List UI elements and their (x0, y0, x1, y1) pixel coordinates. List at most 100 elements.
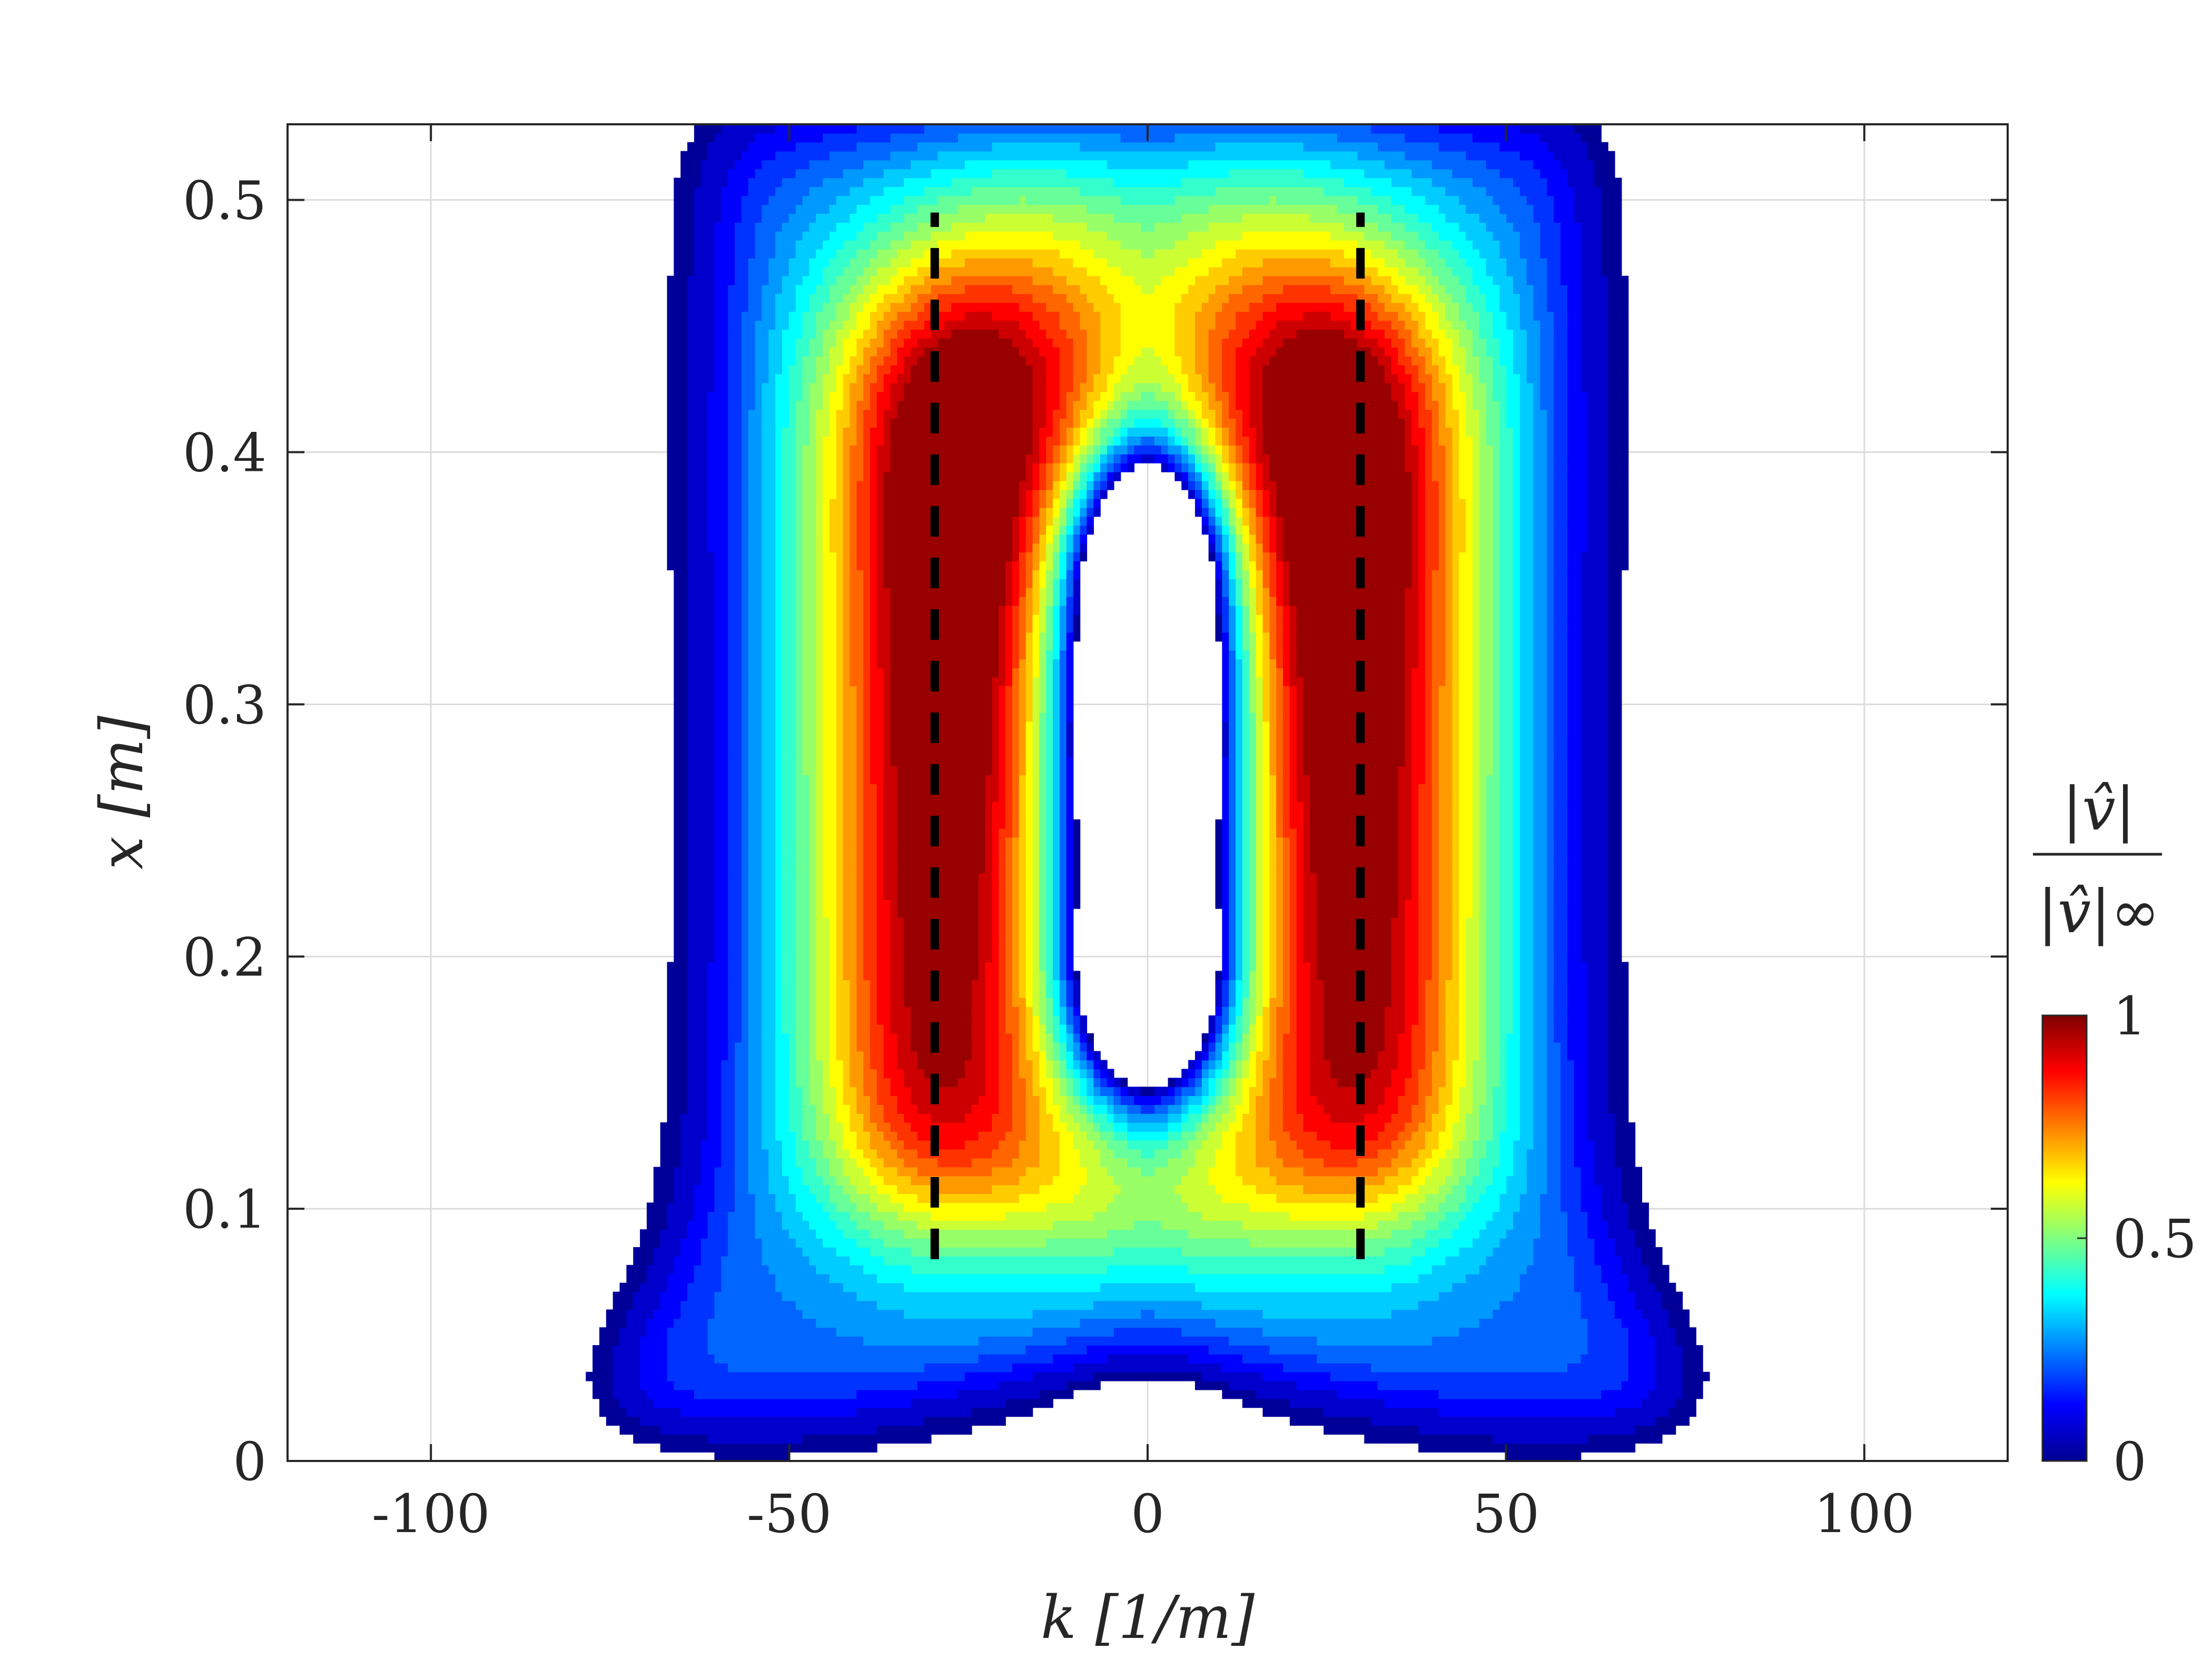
contour-band (1567, 944, 1582, 954)
contour-band (1567, 962, 1588, 972)
contour-band (1607, 784, 1622, 793)
contour-band (856, 1042, 871, 1052)
contour-band (1256, 882, 1263, 891)
contour-band (1236, 917, 1243, 927)
contour-band (1668, 1309, 1690, 1319)
contour-band (999, 1006, 1006, 1016)
contour-band (1025, 989, 1033, 998)
contour-band (1059, 650, 1067, 659)
contour-band (1459, 730, 1473, 740)
contour-band (823, 1095, 837, 1105)
contour-band (1607, 917, 1622, 927)
contour-band (748, 1176, 769, 1186)
contour-band (1479, 944, 1487, 954)
contour-band (1039, 677, 1047, 686)
contour-band (1100, 1087, 1114, 1097)
contour-band (1249, 1033, 1257, 1043)
contour-band (1519, 846, 1534, 856)
contour-band (660, 1300, 681, 1310)
contour-band (1073, 873, 1081, 882)
contour-band (863, 819, 877, 829)
contour-band (1425, 632, 1433, 642)
contour-band (714, 1309, 803, 1319)
contour-band (1621, 1265, 1649, 1275)
contour-band (1519, 685, 1534, 695)
contour-band (1317, 935, 1392, 945)
contour-band (890, 614, 1000, 624)
contour-band (1032, 1033, 1040, 1043)
contour-band (985, 1015, 1000, 1025)
contour-band (1229, 757, 1236, 767)
contour-band (1262, 1078, 1270, 1088)
contour-band (809, 1042, 817, 1052)
contour-band (992, 864, 1000, 874)
contour-band (1452, 962, 1460, 972)
contour-band (992, 694, 1000, 704)
contour-band (694, 1193, 715, 1203)
contour-band (1296, 962, 1311, 972)
contour-band (1053, 1220, 1135, 1230)
contour-band (856, 1033, 871, 1043)
contour-band (1215, 873, 1223, 882)
contour-band (1635, 1300, 1663, 1310)
contour-band (1479, 962, 1487, 972)
contour-band (1222, 1069, 1230, 1079)
contour-band (1479, 980, 1487, 990)
contour-band (823, 578, 837, 588)
contour-band (728, 1051, 735, 1061)
contour-band (870, 614, 877, 624)
contour-band (1567, 891, 1582, 900)
contour-band (1215, 1033, 1223, 1043)
contour-band (1547, 1024, 1554, 1034)
contour-band (674, 712, 688, 722)
contour-band (1472, 1060, 1487, 1070)
contour-band (809, 1060, 823, 1070)
contour-band (1019, 801, 1026, 811)
contour-band (1222, 864, 1230, 874)
contour-band (1025, 1122, 1040, 1132)
contour-band (836, 793, 844, 802)
contour-band (1242, 650, 1250, 659)
contour-band (1405, 605, 1419, 615)
contour-band (1053, 998, 1060, 1007)
contour-band (816, 757, 823, 767)
contour-band (816, 748, 823, 758)
contour-band (870, 1131, 884, 1141)
contour-band (1581, 953, 1608, 963)
contour-band (1046, 694, 1053, 704)
contour-band (856, 1407, 972, 1417)
contour-band (1236, 596, 1243, 606)
contour-band (1459, 596, 1473, 606)
contour-band (999, 632, 1006, 642)
contour-band (1283, 801, 1290, 811)
contour-band (1215, 882, 1223, 891)
contour-band (863, 641, 871, 651)
contour-band (999, 1380, 1067, 1390)
contour-band (964, 1371, 1033, 1381)
contour-band (714, 721, 728, 731)
contour-band (1249, 1087, 1263, 1097)
contour-band (1519, 570, 1534, 579)
contour-band (856, 1158, 871, 1168)
contour-band (1519, 623, 1534, 633)
contour-band (978, 971, 986, 981)
contour-band (1526, 1184, 1548, 1194)
contour-band (1452, 1282, 1520, 1292)
contour-band (1445, 1104, 1460, 1114)
contour-band (1296, 908, 1304, 918)
contour-band (1215, 1095, 1223, 1105)
contour-band (1242, 730, 1250, 740)
contour-band (1533, 748, 1548, 758)
contour-band (748, 873, 763, 882)
contour-band (728, 703, 742, 713)
contour-band (876, 944, 891, 954)
contour-band (782, 775, 796, 784)
contour-band (1249, 1051, 1257, 1061)
contour-band (870, 1158, 884, 1168)
contour-band (890, 712, 993, 722)
contour-band (1499, 819, 1514, 829)
contour-band (1547, 1095, 1561, 1105)
contour-band (1032, 596, 1040, 606)
contour-band (1046, 1069, 1053, 1079)
contour-band (748, 1104, 763, 1114)
